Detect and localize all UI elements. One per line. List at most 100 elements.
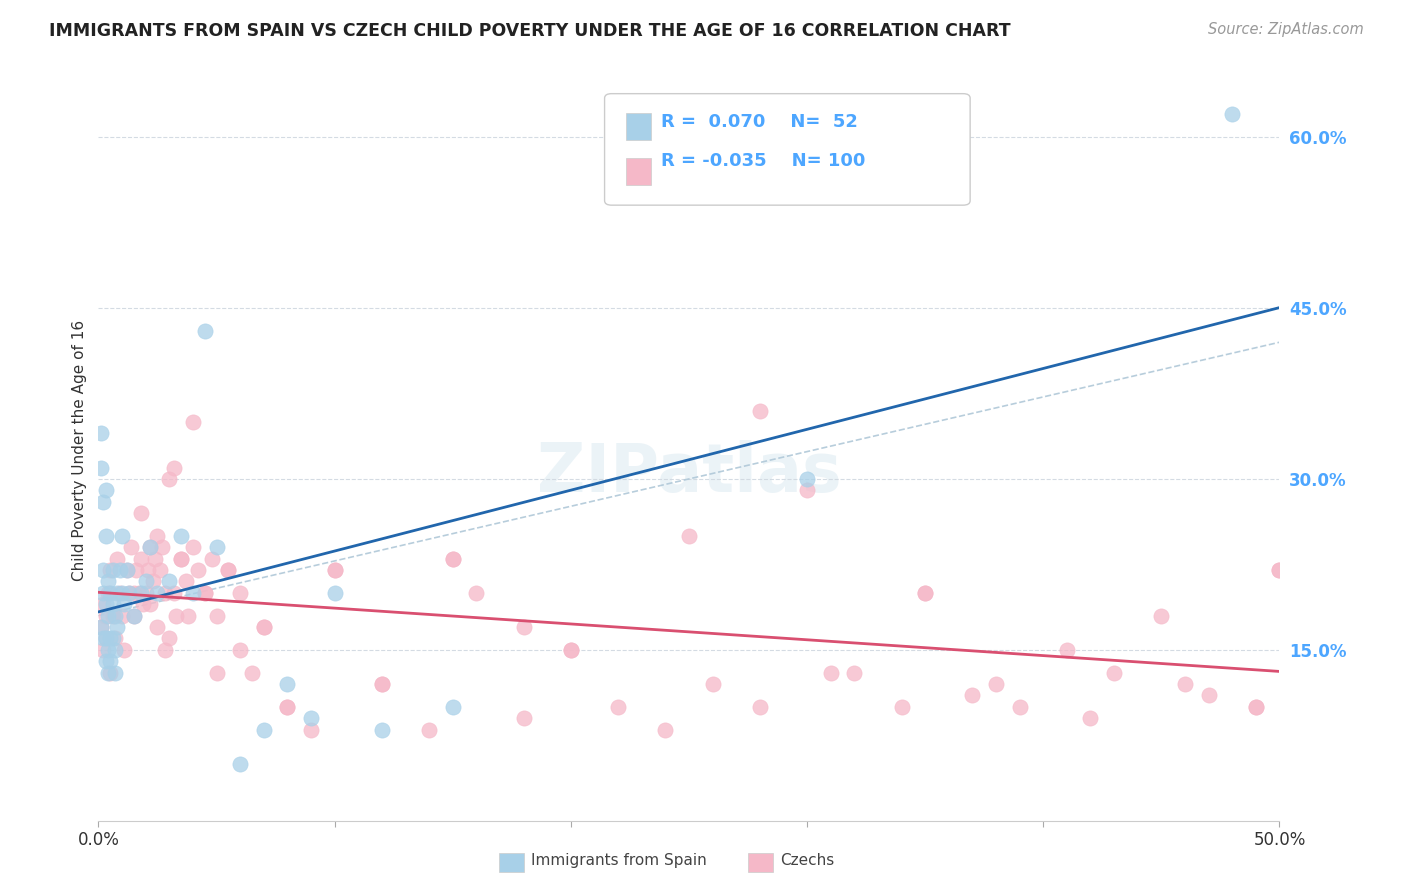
Point [914,586,936,600]
Point [1198,689,1220,703]
Point [94,654,117,668]
Point [194,586,217,600]
Point [1080,711,1102,725]
Point [560,642,582,657]
Point [97,586,120,600]
Text: R =  0.070    N=  52: R = 0.070 N= 52 [661,113,858,131]
Point [111,608,134,623]
Point [105,620,128,634]
Point [205,608,228,623]
Point [796,472,818,486]
Point [150,541,173,555]
Point [163,460,186,475]
Point [323,563,346,577]
Point [105,586,128,600]
Point [984,677,1007,691]
Point [1268,563,1291,577]
Point [1102,665,1125,680]
Point [98,563,121,577]
Point [276,699,298,714]
Point [118,586,141,600]
Point [94,608,117,623]
Point [104,642,127,657]
Point [112,597,135,611]
Point [371,677,394,691]
Point [181,415,204,429]
Point [323,563,346,577]
Point [111,586,134,600]
Point [90,620,112,634]
Point [441,699,464,714]
Point [98,665,121,680]
Point [276,699,298,714]
Point [112,642,135,657]
Text: IMMIGRANTS FROM SPAIN VS CZECH CHILD POVERTY UNDER THE AGE OF 16 CORRELATION CHA: IMMIGRANTS FROM SPAIN VS CZECH CHILD POV… [49,22,1011,40]
Point [122,608,145,623]
Point [111,529,134,543]
Y-axis label: Child Poverty Under the Age of 16: Child Poverty Under the Age of 16 [72,320,87,581]
Point [139,597,162,611]
Point [90,426,112,441]
Point [98,632,121,646]
Point [122,586,145,600]
Text: Immigrants from Spain: Immigrants from Spain [531,853,707,868]
Point [820,665,842,680]
Point [1220,107,1243,121]
Point [104,608,127,623]
Point [101,563,124,577]
Point [153,586,176,600]
Point [136,563,159,577]
Point [177,608,200,623]
Point [97,642,120,657]
Point [962,689,984,703]
Point [181,586,204,600]
Point [142,574,165,589]
Point [276,677,298,691]
Point [253,620,276,634]
Point [465,586,488,600]
Point [97,608,120,623]
Point [748,699,770,714]
Point [91,494,114,508]
Point [129,551,152,566]
Point [118,586,141,600]
Point [153,642,176,657]
Point [108,586,131,600]
Point [187,563,209,577]
Point [678,529,700,543]
Point [90,620,112,634]
Point [205,665,228,680]
Point [128,586,150,600]
Point [702,677,724,691]
Point [91,563,114,577]
Point [139,541,162,555]
Point [143,551,166,566]
Point [121,541,143,555]
Point [371,677,394,691]
Point [299,711,322,725]
Point [129,506,152,520]
Point [94,632,117,646]
Point [170,551,193,566]
Point [157,574,180,589]
Point [98,586,121,600]
Point [94,529,117,543]
Point [157,472,180,486]
Point [607,699,630,714]
Point [101,608,124,623]
Point [217,563,239,577]
Point [253,723,276,737]
Point [654,723,676,737]
Point [205,541,228,555]
Point [125,563,148,577]
Point [115,563,138,577]
Point [229,586,252,600]
Point [1056,642,1078,657]
Point [129,586,152,600]
Point [135,574,157,589]
Point [97,574,120,589]
Point [323,586,346,600]
Point [170,529,193,543]
Point [748,403,770,417]
Point [194,586,217,600]
